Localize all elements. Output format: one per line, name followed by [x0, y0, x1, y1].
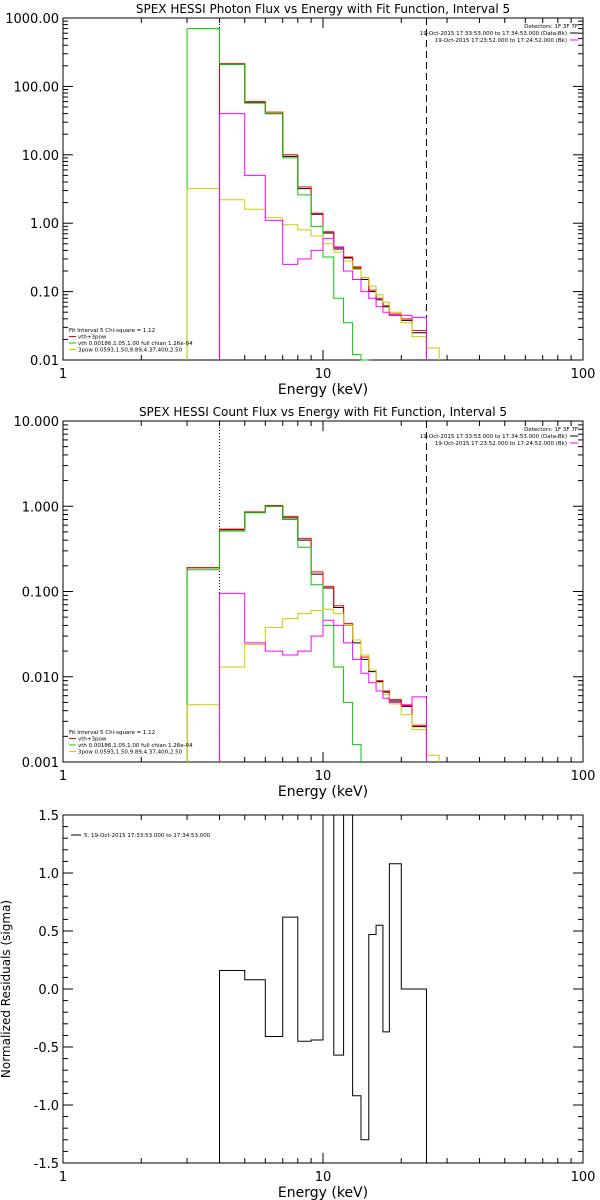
series-vth-3pow [186, 505, 427, 762]
series-residuals [219, 814, 427, 1163]
x-tick-label: 1 [59, 769, 67, 784]
x-axis: 1 10 100 Energy (keV) [59, 815, 596, 1200]
time-interval-label: 19-Oct-2015 17:23:52.000 to 17:24:52.000… [435, 38, 567, 44]
y-tick-label: 1.00 [30, 217, 59, 232]
y-tick-label: 0.100 [22, 586, 59, 601]
x-axis: 1 10 100 Energy (keV) [59, 18, 596, 398]
y-tick-label: 100.00 [14, 80, 60, 95]
y-axis-label: Normalized Residuals (sigma) [0, 900, 13, 1078]
y-tick-label: 0.10 [30, 286, 59, 301]
chart-title: SPEX HESSI Photon Flux vs Energy with Fi… [136, 2, 510, 16]
y-tick-label: -1.5 [34, 1157, 59, 1172]
time-interval-label: 19-Oct-2015 17:33:53.000 to 17:34:53.000… [420, 434, 567, 440]
y-tick-label: 0.01 [30, 354, 59, 369]
time-interval-label: 19-Oct-2015 17:33:53.000 to 17:34:53.000… [420, 31, 567, 37]
y-tick-label: 0.5 [38, 925, 59, 940]
x-tick-label: 10 [315, 367, 332, 382]
y-axis: -1.5 -1.0 -0.5 0.0 0.5 1.0 1.5 Normalized Resid… [0, 809, 583, 1172]
y-tick-label: 0.0 [38, 983, 59, 998]
series-bk [219, 592, 427, 762]
fit-legend-entry: Fit Interval 5 Chi-square = 1.12 [69, 328, 155, 334]
y-tick-label: 1.0 [38, 867, 59, 882]
y-tick-label: -1.0 [34, 1099, 59, 1114]
fit-legend-entry: Fit Interval 5 Chi-square = 1.12 [69, 730, 155, 736]
x-tick-label: 100 [571, 1170, 596, 1185]
plot-frame [62, 17, 584, 361]
x-axis: 1 10 100 Energy (keV) [59, 421, 596, 800]
x-tick-label: 100 [571, 367, 596, 382]
x-tick-label: 100 [571, 769, 596, 784]
fit-legend-entry: vth 0.00186,1.05,1.00 full chian 1.26e-0… [78, 341, 193, 347]
y-axis: 0.01 0.10 1.00 10.00 100.00 1000.00 [5, 12, 583, 369]
series-vth-3pow [219, 63, 427, 360]
x-tick-label: 1 [59, 1170, 67, 1185]
x-axis-label: Energy (keV) [278, 784, 368, 800]
x-tick-label: 1 [59, 367, 67, 382]
series-bk [219, 113, 427, 360]
residual-legend-entry: 5, 19-Oct-2015 17:33:53.000 to 17:34:53.… [84, 833, 211, 839]
y-tick-label: 1.000 [22, 500, 59, 515]
x-tick-label: 10 [315, 1170, 332, 1185]
series-vth [186, 28, 369, 361]
y-tick-label: 10.000 [14, 415, 60, 430]
detectors-label: Detectors: 1F 3F 7F [524, 427, 578, 433]
y-tick-label: 10.00 [22, 149, 59, 164]
y-tick-label: 1000.00 [5, 12, 59, 27]
x-axis-label: Energy (keV) [278, 382, 368, 398]
x-axis-label: Energy (keV) [278, 1185, 368, 1200]
y-axis: 0.001 0.010 0.100 1.000 10.000 [14, 415, 583, 771]
y-tick-label: -0.5 [34, 1041, 59, 1056]
series-3pow [186, 608, 440, 762]
chart-panel-2: SPEX HESSI Count Flux vs Energy with Fit… [14, 405, 596, 800]
series-data-bk [186, 505, 427, 762]
fit-legend-entry: 3pow 0.0593,1.50,9.89,4.37,400,2.50 [78, 348, 183, 354]
y-tick-label: 0.001 [22, 756, 59, 771]
y-tick-label: 1.5 [38, 809, 59, 824]
y-tick-label: 0.010 [22, 671, 59, 686]
detectors-label: Detectors: 1F 3F 7F [524, 24, 578, 30]
chart-title: SPEX HESSI Count Flux vs Energy with Fit… [139, 405, 507, 419]
series-vth [186, 505, 362, 762]
chart-panel-1: SPEX HESSI Photon Flux vs Energy with Fi… [5, 2, 595, 398]
fit-legend-entry: vth+3pow [78, 335, 107, 341]
time-interval-label: 19-Oct-2015 17:23:52.000 to 17:24:52.000… [435, 441, 567, 447]
fit-legend-entry: vth+3pow [78, 737, 107, 743]
fit-legend-entry: 3pow 0.0593,1.50,9.89,4.37,400,2.50 [78, 750, 183, 756]
fit-legend-entry: vth 0.00186,1.05,1.00 full chian 1.26e-0… [78, 743, 193, 749]
x-tick-label: 10 [315, 769, 332, 784]
